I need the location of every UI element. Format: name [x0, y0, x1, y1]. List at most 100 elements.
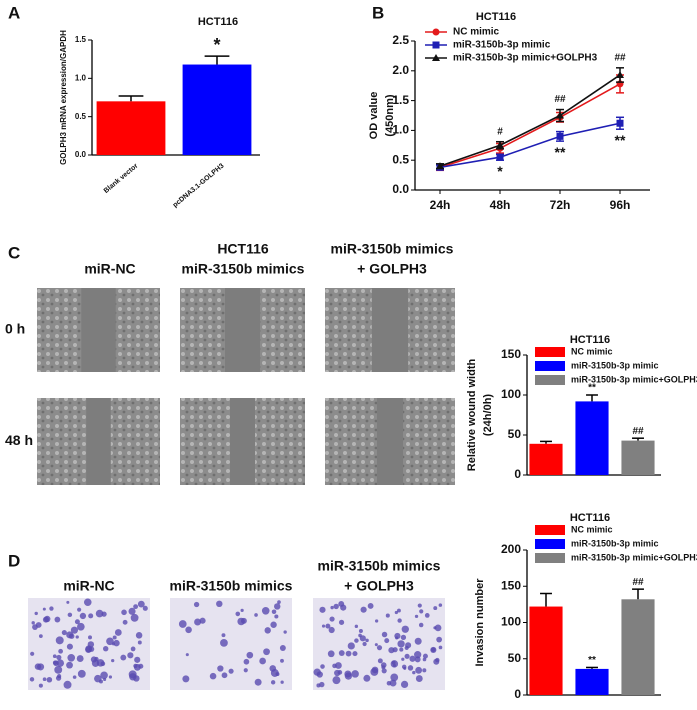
stained-cell: [325, 623, 331, 629]
stained-cell: [98, 679, 103, 684]
stained-cell: [316, 671, 323, 678]
stained-cell: [338, 619, 345, 625]
chart-title: HCT116: [570, 512, 610, 524]
stained-cell: [414, 651, 422, 659]
marker: [432, 41, 440, 49]
legend-label: NC mimic: [571, 346, 613, 356]
stained-cell: [337, 670, 343, 675]
stained-cell: [254, 613, 258, 617]
stained-cell: [392, 647, 398, 653]
series-line: [439, 83, 621, 169]
stained-cell: [259, 657, 266, 665]
significance-label: **: [588, 383, 596, 394]
stained-cell: [436, 636, 443, 643]
stained-cell: [401, 625, 409, 633]
bar: [96, 101, 166, 155]
stained-cell: [347, 642, 355, 650]
legend-swatch: [535, 375, 565, 385]
wound-gap: [371, 288, 409, 372]
stained-cell: [54, 616, 61, 623]
stained-cell: [77, 622, 85, 631]
y-tick-label: 0.0: [75, 150, 87, 159]
stained-cell: [111, 642, 115, 646]
stained-cell: [74, 619, 80, 625]
marker: [496, 153, 504, 161]
stained-cell: [254, 678, 262, 686]
marker: [616, 119, 624, 127]
image-row-label: 48 h: [5, 432, 33, 448]
y-tick-label: 100: [501, 387, 521, 401]
stained-cell: [333, 603, 339, 610]
y-tick-label: 2.5: [392, 33, 409, 47]
stained-cell: [38, 634, 43, 639]
significance-label: **: [588, 655, 596, 666]
y-tick-label: 0: [514, 467, 521, 481]
stained-cell: [185, 626, 192, 634]
stained-cell: [261, 606, 270, 615]
stained-cell: [269, 665, 277, 672]
y-tick-label: 1.5: [392, 93, 409, 107]
stained-cell: [67, 612, 73, 618]
significance-label: **: [555, 144, 566, 160]
stained-cell: [264, 627, 271, 634]
legend-label: miR-3150b-3p mimic: [571, 360, 659, 370]
stained-cell: [320, 664, 325, 669]
legend-label: NC mimic: [571, 524, 613, 534]
stained-cell: [338, 650, 345, 656]
stained-cell: [121, 609, 127, 616]
stained-cell: [433, 606, 438, 611]
bar: [529, 443, 563, 475]
chart-title: HCT116: [570, 334, 610, 346]
stained-cell: [133, 675, 140, 682]
y-tick-label: 50: [508, 651, 522, 665]
legend-label: miR-3150b-3p mimic+GOLPH3: [453, 53, 598, 64]
wound-gap: [81, 288, 116, 372]
marker: [436, 162, 444, 170]
x-tick-label: 72h: [550, 198, 571, 212]
stained-cell: [49, 606, 54, 611]
marker: [432, 54, 440, 61]
stained-cell: [418, 622, 424, 628]
stained-cell: [283, 630, 287, 634]
legend-swatch: [535, 553, 565, 563]
stained-cell: [365, 638, 369, 643]
stained-cell: [400, 634, 407, 641]
stained-cell: [280, 680, 284, 684]
stained-cell: [277, 600, 281, 604]
stained-cell: [367, 603, 374, 609]
stained-cell: [85, 646, 92, 653]
stained-cell: [399, 647, 404, 652]
panel-label: B: [372, 3, 384, 22]
stained-cell: [30, 651, 35, 656]
image-column-label: HCT116: [217, 241, 269, 257]
stained-cell: [42, 607, 46, 611]
stained-cell: [328, 626, 335, 634]
stained-cell: [340, 604, 347, 611]
image-column-label: miR-NC: [63, 578, 114, 594]
stained-cell: [52, 660, 58, 665]
stained-cell: [88, 613, 94, 619]
stained-cell: [108, 675, 113, 679]
stained-cell: [377, 658, 383, 664]
stained-cell: [404, 653, 410, 659]
stained-cell: [363, 674, 371, 682]
stained-cell: [319, 606, 326, 613]
stained-cell: [127, 652, 134, 659]
stained-cell: [88, 635, 92, 640]
significance-label: ##: [554, 94, 566, 105]
stained-cell: [332, 676, 341, 685]
stained-cell: [271, 609, 277, 615]
stained-cell: [32, 624, 38, 630]
stained-cell: [274, 603, 281, 610]
chart-title: HCT116: [198, 16, 238, 28]
significance-label: ##: [632, 577, 644, 588]
stained-cell: [185, 653, 189, 657]
stained-cell: [405, 642, 412, 649]
stained-cell: [193, 601, 200, 608]
stained-cell: [376, 645, 383, 651]
stained-cell: [386, 681, 392, 686]
stained-cell: [55, 636, 64, 645]
stained-cell: [56, 654, 62, 660]
image-column-label: miR-3150b mimics: [182, 261, 305, 277]
image-row-label: 0 h: [5, 321, 25, 337]
